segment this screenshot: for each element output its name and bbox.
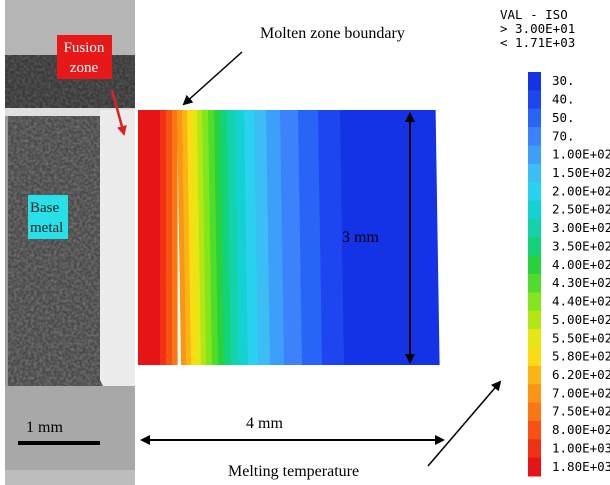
melting-temperature-arrow [427, 380, 502, 467]
legend-swatch [528, 237, 541, 257]
legend-label: 1.00E+02 [552, 147, 610, 162]
legend-header: < 1.71E+03 [500, 35, 575, 50]
legend-swatch [528, 347, 541, 367]
legend-swatch [528, 127, 541, 146]
contour-band [166, 110, 173, 365]
legend-swatch [528, 163, 541, 183]
base-metal-label: metal [30, 220, 63, 236]
height-label: 3 mm [342, 229, 379, 246]
contour-band [138, 110, 161, 365]
legend-label: 3.00E+02 [552, 220, 610, 235]
legend-swatch [528, 439, 541, 459]
legend-swatch [528, 90, 541, 110]
contour-band [244, 110, 259, 365]
legend-label: 30. [552, 73, 575, 88]
legend-swatch [528, 255, 541, 275]
micrograph: Fusion zone Base metal 1 mm [5, 0, 135, 485]
legend-label: 2.00E+02 [552, 183, 610, 198]
legend-label: 5.00E+02 [552, 312, 610, 327]
contour-band [298, 110, 323, 365]
contour-band [197, 110, 207, 365]
legend-label: 3.50E+02 [552, 238, 610, 253]
contour-band [202, 110, 213, 365]
legend-label: 1.50E+02 [552, 165, 610, 180]
legend-swatch [528, 218, 541, 238]
legend-label: 2.50E+02 [552, 202, 610, 217]
legend-swatch [528, 145, 541, 165]
scale-label: 1 mm [26, 419, 63, 436]
legend-swatch [528, 402, 541, 422]
width-label: 4 mm [246, 415, 283, 432]
legend-label: 1.80E+03 [552, 459, 610, 474]
fusion-zone-box [57, 35, 112, 79]
legend: VAL - ISO> 3.00E+01< 1.71E+03 30. 40. 50. 70… [500, 7, 610, 477]
legend-label: 4.30E+02 [552, 275, 610, 290]
legend-swatch [528, 200, 541, 220]
legend-header: > 3.00E+01 [500, 21, 575, 36]
legend-swatch [528, 384, 541, 404]
contour-band [182, 110, 192, 365]
fusion-zone-label: Fusion [64, 40, 105, 56]
legend-label: 1.00E+03 [552, 440, 610, 455]
legend-label: 6.20E+02 [552, 367, 610, 382]
contour-band [172, 110, 178, 365]
legend-label: 7.00E+02 [552, 385, 610, 400]
legend-swatch [528, 274, 541, 293]
legend-header: VAL - ISO [500, 7, 568, 22]
base-metal-label: Base [30, 200, 60, 216]
legend-swatch [528, 72, 541, 91]
contour-band [160, 110, 167, 365]
contour-band [280, 110, 303, 365]
legend-label: 8.00E+02 [552, 422, 610, 437]
legend-label: 5.80E+02 [552, 349, 610, 364]
legend-swatch [528, 292, 541, 312]
base-metal-box [28, 195, 68, 239]
molten-boundary-label: Molten zone boundary [260, 25, 405, 42]
contour-band [192, 110, 202, 365]
fusion-arrow [110, 89, 127, 136]
legend-swatch [528, 182, 541, 202]
contour-band [220, 110, 232, 365]
legend-label: 40. [552, 92, 575, 107]
legend-label: 4.00E+02 [552, 257, 610, 272]
contour-band [208, 110, 219, 365]
contour-band [318, 110, 345, 365]
legend-swatch [528, 329, 541, 348]
contour-band [177, 110, 187, 365]
contour-band [266, 110, 285, 365]
legend-label: 70. [552, 128, 575, 143]
legend-label: 5.50E+02 [552, 330, 610, 345]
legend-swatch [528, 457, 541, 477]
legend-label: 50. [552, 110, 575, 125]
contour-plot [138, 110, 440, 365]
legend-swatch [528, 420, 541, 440]
legend-swatch [528, 310, 541, 330]
contour-band [214, 110, 225, 365]
legend-swatch [528, 365, 541, 385]
legend-label: 4.40E+02 [552, 294, 610, 309]
contour-band [254, 110, 271, 365]
molten-boundary-arrow [182, 51, 243, 106]
legend-swatch [528, 108, 541, 128]
fusion-zone-label: zone [70, 60, 99, 76]
legend-label: 7.50E+02 [552, 404, 610, 419]
contour-band [187, 110, 197, 365]
melting-temperature-label: Melting temperature [228, 463, 359, 480]
